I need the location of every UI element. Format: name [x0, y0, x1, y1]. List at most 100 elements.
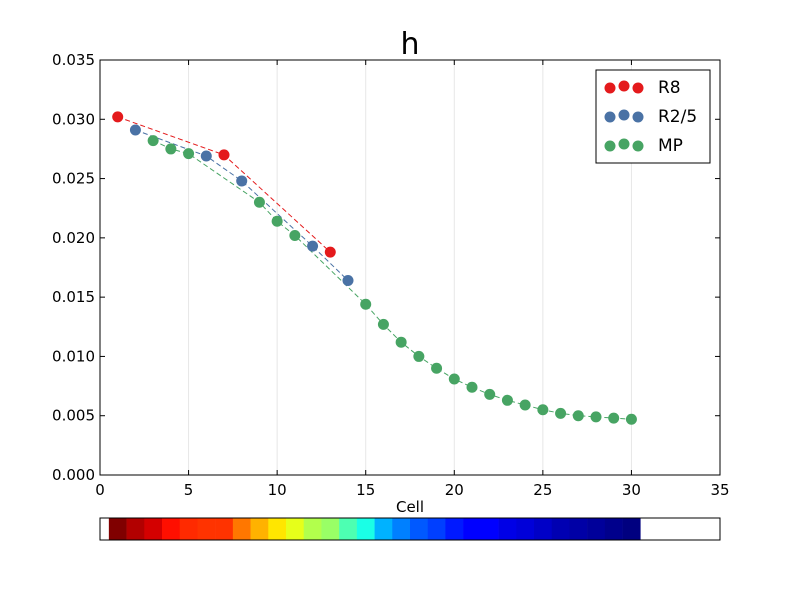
colorbar-cell [108, 518, 127, 540]
y-tick-label: 0.025 [52, 170, 95, 188]
data-point [218, 149, 230, 161]
colorbar-cell [445, 518, 464, 540]
x-axis-label: Cell [396, 498, 424, 516]
y-tick-label: 0.000 [52, 466, 95, 484]
y-tick-label: 0.010 [52, 347, 95, 365]
data-points [112, 111, 637, 425]
data-point [590, 411, 602, 423]
x-tick-label: 25 [533, 481, 552, 499]
plot-frame [99, 59, 721, 476]
data-point [501, 394, 513, 406]
y-tick-label: 0.020 [52, 229, 95, 247]
data-point [413, 350, 425, 362]
colorbar-cell [303, 518, 322, 540]
legend-marker [632, 82, 644, 94]
colorbar-cell [162, 518, 181, 540]
colorbar-cell [339, 518, 358, 540]
colorbar-cell [197, 518, 216, 540]
colorbar-cell [587, 518, 606, 540]
data-point [448, 373, 460, 385]
x-tick-label: 15 [356, 481, 375, 499]
legend-marker [604, 140, 616, 152]
x-tick-label: 5 [184, 481, 194, 499]
y-tick-label: 0.035 [52, 51, 95, 69]
colorbar-cell [126, 518, 145, 540]
data-point [236, 175, 248, 187]
colorbar-cell [356, 518, 375, 540]
colorbar-cell [498, 518, 517, 540]
legend-marker [632, 111, 644, 123]
series-lines [117, 116, 632, 420]
colorbar-cell [392, 518, 411, 540]
data-point [147, 135, 159, 147]
chart-title: h [400, 27, 419, 62]
legend-marker [604, 111, 616, 123]
series-line [152, 140, 632, 420]
data-point [395, 336, 407, 348]
colorbar-cell [179, 518, 198, 540]
legend-marker [618, 138, 630, 150]
colorbar-cell [321, 518, 340, 540]
data-point [466, 381, 478, 393]
y-tick-label: 0.005 [52, 407, 95, 425]
colorbar-frame [99, 517, 721, 541]
data-point [271, 215, 283, 227]
legend-label: R8 [658, 78, 681, 98]
data-point [200, 150, 212, 162]
data-point [112, 111, 124, 123]
colorbar [99, 517, 721, 541]
legend-label: R2/5 [658, 107, 697, 127]
y-tick-label: 0.030 [52, 110, 95, 128]
x-tick-label: 20 [445, 481, 464, 499]
y-tick-label: 0.015 [52, 288, 95, 306]
colorbar-cell [374, 518, 393, 540]
data-point [289, 229, 301, 241]
data-point [165, 143, 177, 155]
legend: R8 R2/5 MP [595, 69, 711, 164]
colorbar-cell [516, 518, 535, 540]
colorbar-cell [215, 518, 234, 540]
data-point [537, 404, 549, 416]
colorbar-cell [534, 518, 553, 540]
legend-marker [618, 109, 630, 121]
colorbar-cell [604, 518, 623, 540]
data-point [431, 362, 443, 374]
data-point [377, 318, 389, 330]
colorbar-cell [250, 518, 269, 540]
colorbar-cell [622, 518, 641, 540]
colorbar-cell [480, 518, 499, 540]
data-point [183, 148, 195, 160]
legend-marker [618, 80, 630, 92]
colorbar-cell [551, 518, 570, 540]
data-point [360, 298, 372, 310]
colorbar-cell [286, 518, 305, 540]
colorbar-cell [232, 518, 251, 540]
data-point [342, 275, 354, 287]
colorbar-cell [463, 518, 482, 540]
colorbar-cell [569, 518, 588, 540]
series-line [135, 129, 349, 281]
legend-marker [632, 140, 644, 152]
data-point [519, 399, 531, 411]
axis-ticks: 0 5 10 15 20 25 30 35 0.000 0.005 0.010 0.015 0.020 0… [52, 51, 730, 499]
colorbar-cell [427, 518, 446, 540]
legend-marker [604, 82, 616, 94]
data-point [129, 124, 141, 136]
data-point [324, 246, 336, 258]
data-point [253, 196, 265, 208]
data-point [307, 240, 319, 252]
legend-label: MP [658, 136, 683, 156]
colorbar-cell [144, 518, 163, 540]
x-tick-label: 0 [95, 481, 105, 499]
data-point [608, 412, 620, 424]
x-tick-label: 35 [710, 481, 729, 499]
x-tick-label: 10 [268, 481, 287, 499]
data-point [484, 388, 496, 400]
colorbar-cell [268, 518, 287, 540]
data-point [625, 413, 637, 425]
x-tick-label: 30 [622, 481, 641, 499]
data-point [555, 407, 567, 419]
colorbar-cell [410, 518, 429, 540]
data-point [572, 410, 584, 422]
